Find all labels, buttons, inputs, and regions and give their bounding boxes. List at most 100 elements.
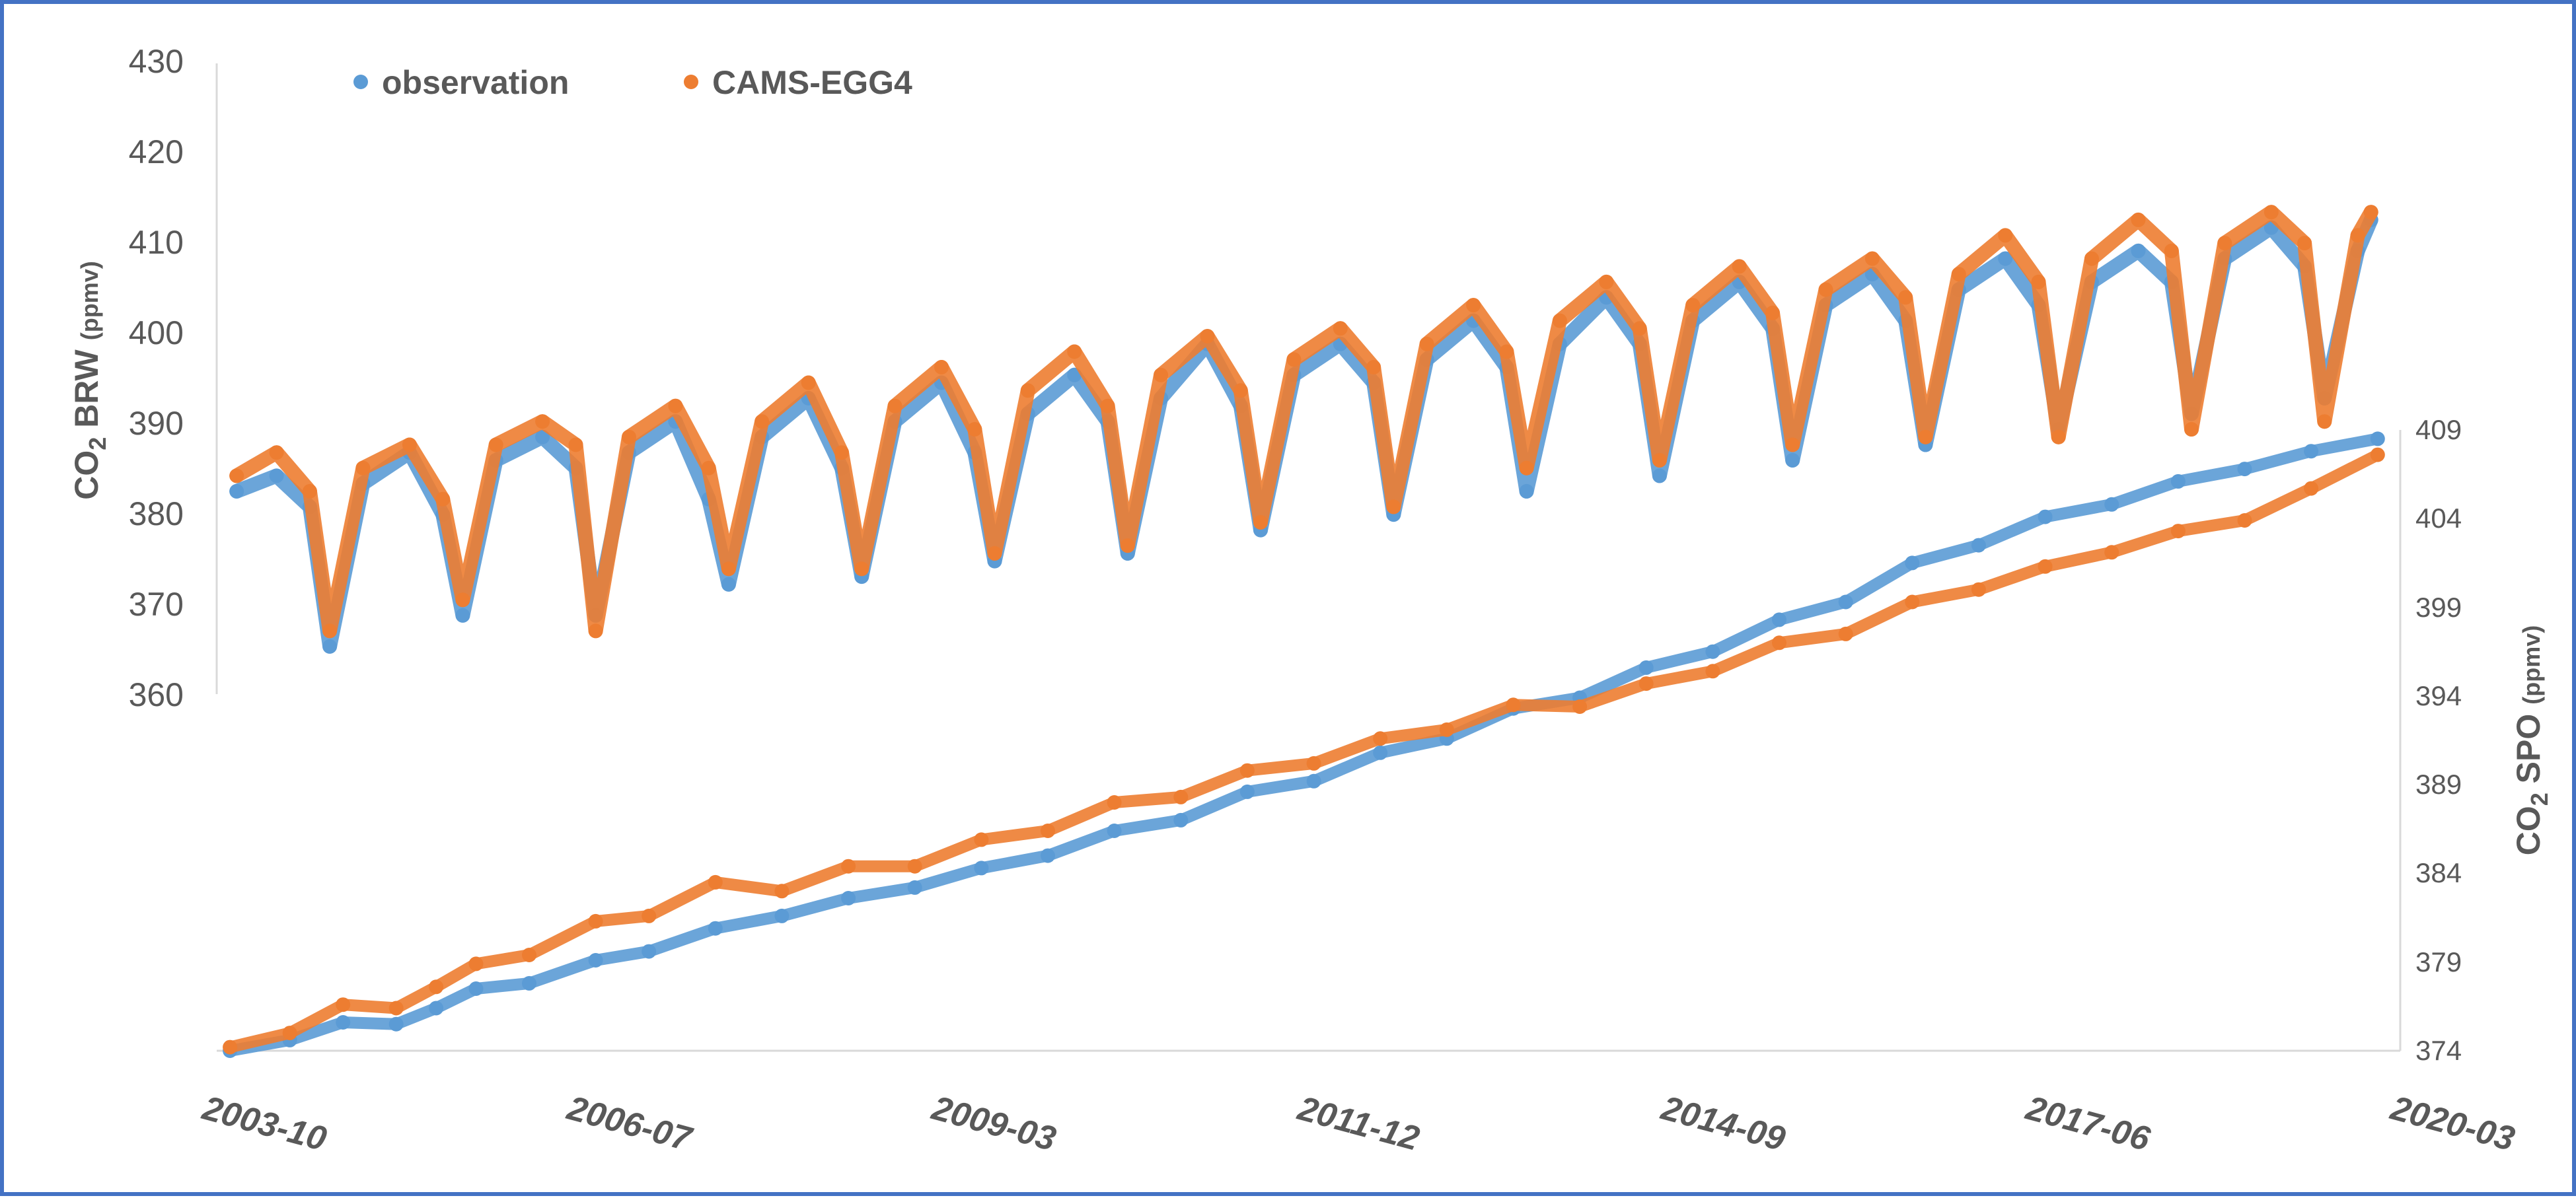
data-point-cams-egg4-brw <box>435 491 451 507</box>
data-point-cams-egg4-brw <box>1998 228 2013 243</box>
data-point-cams-egg4-brw <box>2031 274 2046 289</box>
data-point-cams-egg4-spo <box>1107 795 1122 810</box>
data-point-cams-egg4-brw <box>1100 398 1115 413</box>
data-point-cams-egg4-spo <box>708 874 723 890</box>
data-point-cams-egg4-brw <box>967 422 982 437</box>
data-point-observation-brw <box>269 468 284 483</box>
left-tick-label: 380 <box>129 495 184 532</box>
data-point-cams-egg4-spo <box>907 859 922 874</box>
data-point-cams-egg4-brw <box>1020 383 1035 398</box>
data-point-cams-egg4-spo <box>588 913 603 929</box>
left-axis-title-sub: 2 <box>84 437 111 450</box>
left-axis-title-tail: BRW <box>68 349 105 437</box>
data-point-cams-egg4-brw <box>1067 344 1082 359</box>
data-point-observation-spo <box>522 975 536 991</box>
data-point-observation-spo <box>1705 644 1720 659</box>
left-tick-label: 420 <box>129 133 184 170</box>
data-point-cams-egg4-brw <box>1652 452 1667 468</box>
left-tick-label: 410 <box>129 224 184 261</box>
data-point-observation-spo <box>1638 660 1654 675</box>
data-point-cams-egg4-brw <box>887 398 902 413</box>
data-point-cams-egg4-brw <box>1466 298 1481 313</box>
data-point-cams-egg4-spo <box>1439 722 1454 737</box>
data-point-observation-spo <box>2304 444 2319 459</box>
data-point-observation-brw <box>229 483 244 499</box>
data-point-cams-egg4-brw <box>1951 267 1966 282</box>
series-line-observation-spo <box>224 433 2384 1057</box>
series-line-cams-egg4-spo <box>224 448 2384 1053</box>
data-point-observation-spo <box>1772 612 1786 627</box>
data-point-observation-spo <box>2370 431 2385 446</box>
data-point-cams-egg4-spo <box>974 832 989 847</box>
data-point-cams-egg4-brw <box>1898 290 1913 305</box>
data-point-cams-egg4-brw <box>269 445 284 460</box>
data-point-observation-spo <box>1905 555 1920 571</box>
data-point-cams-egg4-brw <box>854 561 869 577</box>
right-tick-label: 394 <box>2415 680 2462 711</box>
data-point-cams-egg4-brw <box>987 546 1002 561</box>
left-tick-label: 360 <box>129 676 184 713</box>
data-point-cams-egg4-spo <box>429 979 444 995</box>
data-point-cams-egg4-brw <box>2217 236 2232 251</box>
x-tick-label: 2003-10 <box>198 1089 330 1159</box>
data-point-cams-egg4-brw <box>1765 305 1780 320</box>
data-point-observation-spo <box>2104 497 2119 512</box>
data-point-cams-egg4-brw <box>2051 429 2066 444</box>
left-axis-title: CO2 BRW (ppmv) <box>68 261 111 499</box>
data-point-observation-spo <box>974 861 989 876</box>
x-tick-label: 2014-09 <box>1657 1089 1789 1159</box>
data-point-cams-egg4-brw <box>1419 336 1434 351</box>
chart-canvas: 430 420 410 400 390 380 370 360 409 404 … <box>68 43 2553 1159</box>
data-point-cams-egg4-brw <box>1552 313 1567 328</box>
legend: observation CAMS-EGG4 <box>353 64 912 101</box>
data-point-cams-egg4-spo <box>774 884 790 899</box>
data-point-cams-egg4-spo <box>642 908 657 923</box>
data-point-observation-spo <box>1838 594 1853 610</box>
x-tick-label: 2009-03 <box>928 1089 1060 1159</box>
data-point-observation-spo <box>2038 509 2053 524</box>
data-point-observation-brw <box>1652 468 1667 483</box>
data-point-cams-egg4-brw <box>1864 251 1880 266</box>
data-point-cams-egg4-brw <box>1120 538 1135 553</box>
data-point-observation-spo <box>1971 538 1986 553</box>
legend-label-cams: CAMS-EGG4 <box>712 64 912 101</box>
data-point-cams-egg4-brw <box>701 460 716 476</box>
data-point-cams-egg4-brw <box>622 429 636 444</box>
right-axis-title-unit: (ppmv) <box>2518 625 2545 705</box>
data-point-cams-egg4-spo <box>1373 731 1388 746</box>
data-point-cams-egg4-brw <box>1253 514 1268 530</box>
data-point-observation-brw <box>1785 452 1800 468</box>
data-point-cams-egg4-spo <box>1506 697 1521 713</box>
data-point-cams-egg4-brw <box>2131 212 2146 227</box>
data-point-cams-egg4-brw <box>2184 422 2199 437</box>
data-point-cams-egg4-brw <box>801 375 816 390</box>
x-tick-label: 2020-03 <box>2386 1089 2519 1159</box>
data-point-cams-egg4-spo <box>1838 626 1853 641</box>
data-point-cams-egg4-brw <box>1366 360 1381 374</box>
data-point-observation-brw <box>721 577 736 592</box>
data-point-observation-brw <box>322 639 338 654</box>
data-point-observation-spo <box>468 981 484 996</box>
legend-label-observation: observation <box>382 64 569 101</box>
data-point-observation-spo <box>642 944 657 959</box>
data-point-cams-egg4-brw <box>1818 282 1833 297</box>
legend-marker-cams <box>684 75 698 89</box>
data-point-observation-spo <box>907 880 922 895</box>
data-point-observation-brw <box>1519 483 1534 499</box>
data-point-cams-egg4-spo <box>1638 676 1654 691</box>
data-point-cams-egg4-brw <box>1685 298 1701 313</box>
data-point-cams-egg4-spo <box>1306 756 1321 771</box>
data-point-cams-egg4-spo <box>1572 699 1588 714</box>
right-axis-title: CO2 SPO (ppmv) <box>2510 625 2553 856</box>
right-tick-label: 384 <box>2415 857 2462 888</box>
data-point-cams-egg4-brw <box>2363 205 2378 220</box>
data-point-cams-egg4-brw <box>721 561 736 577</box>
data-point-cams-egg4-spo <box>522 948 536 962</box>
data-point-cams-egg4-spo <box>1772 635 1786 651</box>
left-tick-label: 390 <box>129 405 184 442</box>
left-axis-title-unit: (ppmv) <box>76 261 103 340</box>
data-point-observation-brw <box>535 429 550 444</box>
data-point-cams-egg4-spo <box>841 859 856 874</box>
data-point-observation-spo <box>774 908 790 923</box>
